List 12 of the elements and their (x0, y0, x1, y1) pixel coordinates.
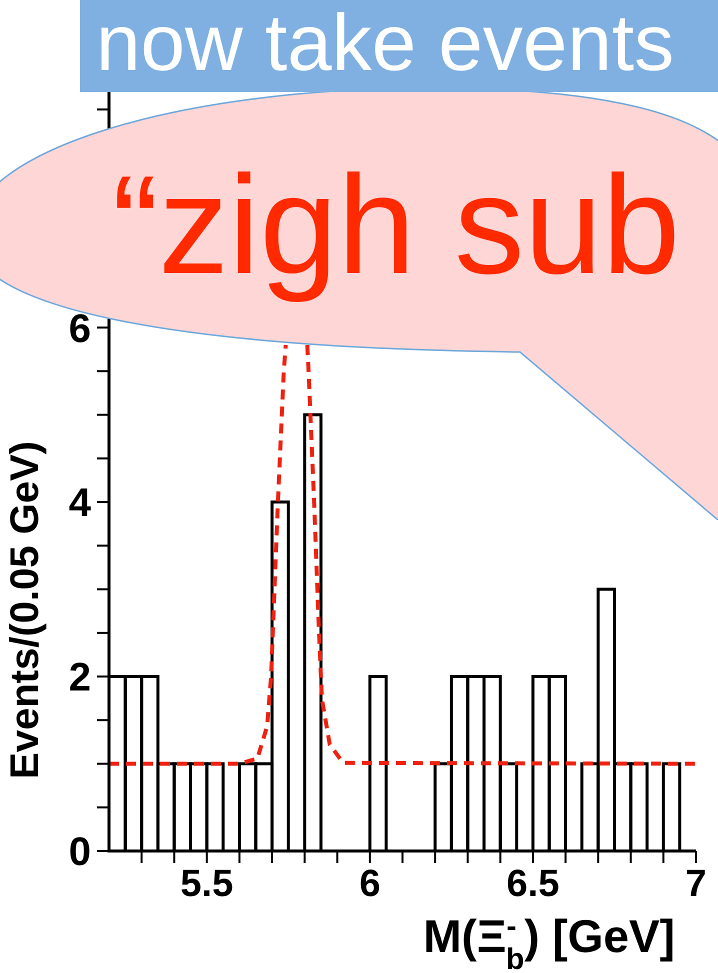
y-tick-label: 6 (68, 306, 91, 351)
y-axis-title: Events/(0.05 GeV) (3, 441, 47, 779)
x-axis-title: M(Ξ$^{-}$$_{b}$) [GeV] (423, 910, 675, 973)
y-tick-label: 2 (68, 656, 91, 700)
text: now take events (96, 0, 674, 89)
x-tick-label: 6 (359, 862, 380, 905)
y-tick-label: 4 (68, 481, 92, 526)
x-tick-label: 5.5 (180, 862, 234, 905)
annotation: “zigh sub (112, 146, 680, 303)
y-tick-label: 0 (68, 830, 91, 874)
x-tick-label: 6.5 (506, 862, 560, 905)
x-tick-label: 7 (685, 862, 707, 905)
